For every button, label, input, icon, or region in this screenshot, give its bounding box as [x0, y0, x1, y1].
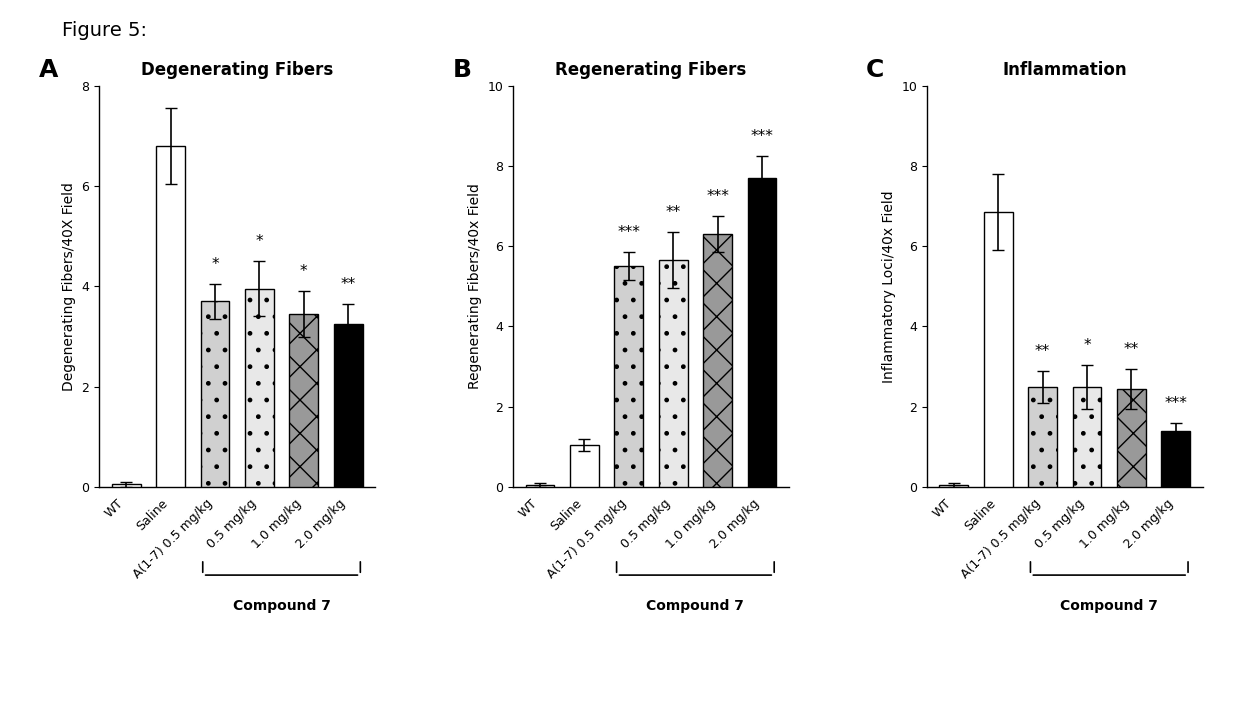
Text: Compound 7: Compound 7 [646, 599, 744, 613]
Bar [289, 314, 319, 487]
Text: *: * [211, 257, 218, 272]
Text: B: B [453, 58, 471, 82]
Text: ***: *** [1164, 396, 1187, 411]
Title: Regenerating Fibers: Regenerating Fibers [556, 61, 746, 79]
Title: Inflammation: Inflammation [1002, 61, 1127, 79]
Bar [658, 261, 688, 487]
Bar [983, 212, 1013, 487]
Text: **: ** [666, 205, 681, 221]
Bar [748, 178, 776, 487]
Text: ***: *** [750, 129, 774, 144]
Bar [614, 266, 644, 487]
Text: ***: *** [618, 226, 640, 241]
Text: *: * [255, 234, 263, 249]
Bar [1028, 387, 1056, 487]
Text: Compound 7: Compound 7 [233, 599, 331, 613]
Text: **: ** [341, 277, 356, 292]
Bar [201, 301, 229, 487]
Bar [246, 289, 274, 487]
Y-axis label: Inflammatory Loci/40x Field: Inflammatory Loci/40x Field [882, 190, 895, 383]
Text: ***: *** [706, 189, 729, 204]
Title: Degenerating Fibers: Degenerating Fibers [141, 61, 334, 79]
Bar [703, 234, 732, 487]
Bar [570, 445, 599, 487]
Text: *: * [1084, 337, 1091, 352]
Bar [940, 485, 968, 487]
Bar [334, 324, 362, 487]
Bar [1162, 431, 1190, 487]
Bar [156, 146, 185, 487]
Y-axis label: Regenerating Fibers/40x Field: Regenerating Fibers/40x Field [467, 183, 482, 390]
Text: Compound 7: Compound 7 [1060, 599, 1158, 613]
Text: **: ** [1123, 342, 1140, 357]
Text: C: C [867, 58, 884, 82]
Bar [112, 485, 140, 487]
Text: Figure 5:: Figure 5: [62, 21, 148, 41]
Text: **: ** [1035, 344, 1050, 359]
Bar [1117, 389, 1146, 487]
Bar [1073, 387, 1101, 487]
Text: A: A [38, 58, 58, 82]
Y-axis label: Degenerating Fibers/40X Field: Degenerating Fibers/40X Field [62, 182, 76, 391]
Bar [526, 485, 554, 487]
Text: *: * [300, 264, 308, 279]
